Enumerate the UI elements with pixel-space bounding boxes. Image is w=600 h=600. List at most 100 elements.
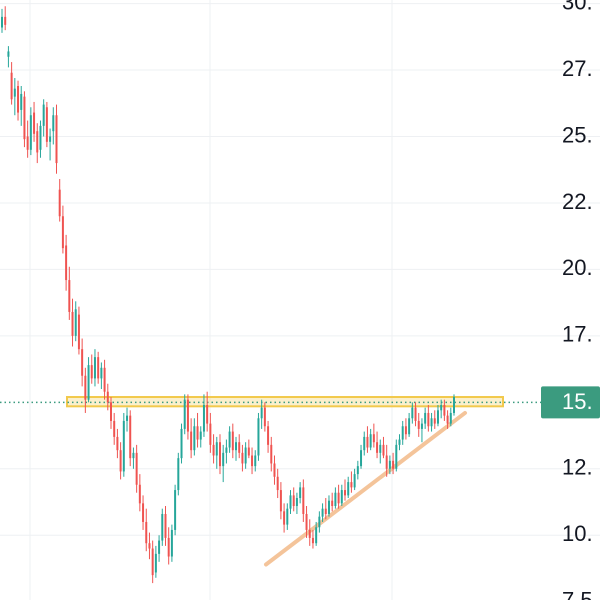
- y-tick-label: 12.: [562, 455, 593, 480]
- candle-body: [228, 431, 231, 448]
- candle-body: [283, 511, 286, 525]
- candle-body: [347, 482, 350, 496]
- candle-body: [7, 51, 10, 57]
- support-trendline: [264, 410, 467, 567]
- candle-body: [369, 434, 372, 448]
- candle-body: [372, 434, 375, 443]
- candle-body: [218, 442, 221, 467]
- candle-body: [177, 458, 180, 491]
- candle-body: [238, 442, 241, 453]
- candle-body: [260, 407, 263, 419]
- last-price-label: 15.: [562, 389, 593, 414]
- candle-body: [65, 245, 68, 281]
- candle-body: [39, 125, 42, 150]
- candle-body: [440, 404, 443, 411]
- candle-body: [100, 367, 103, 379]
- candle-body: [106, 391, 109, 403]
- candle-body: [126, 415, 129, 421]
- candle-body: [382, 444, 385, 456]
- y-tick-label: 20.: [562, 255, 593, 280]
- candle-body: [295, 498, 298, 507]
- candle-body: [436, 410, 439, 424]
- candle-body: [20, 93, 23, 110]
- candle-body: [302, 487, 305, 514]
- candle-body: [401, 426, 404, 440]
- candle-body: [299, 487, 302, 499]
- candle-body: [443, 404, 446, 416]
- candle-body: [212, 444, 215, 456]
- candle-body: [61, 216, 64, 249]
- candle-body: [206, 404, 209, 424]
- y-tick-label: 10.: [562, 521, 593, 546]
- candle-body: [119, 450, 122, 472]
- y-tick-label: 25.: [562, 122, 593, 147]
- candle-body: [90, 365, 93, 379]
- candle-body: [161, 513, 164, 541]
- candle-body: [334, 492, 337, 507]
- candle-body: [241, 452, 244, 464]
- candle-body: [154, 553, 157, 573]
- candle-body: [340, 490, 343, 504]
- candle-body: [305, 513, 308, 530]
- annotations: [0, 396, 541, 567]
- candle-body: [453, 397, 455, 413]
- candle-body: [186, 399, 189, 432]
- y-tick-label: 7.5: [562, 588, 593, 600]
- candle-body: [142, 503, 145, 522]
- candle-body: [286, 508, 289, 525]
- candle-body: [129, 415, 132, 459]
- y-axis: 30. 27. 25. 22. 20. 17. 12. 10. 7.5 15.: [541, 0, 600, 600]
- candle-body: [324, 508, 327, 514]
- candle-body: [103, 367, 106, 392]
- candle-body: [267, 426, 270, 445]
- candle-body: [36, 131, 39, 153]
- candle-body: [116, 436, 119, 451]
- candle-body: [84, 375, 87, 400]
- last-price-tag: [541, 386, 600, 419]
- candle-body: [344, 490, 347, 496]
- candle-body: [148, 543, 151, 549]
- y-tick-label: 17.: [562, 322, 593, 347]
- candle-body: [180, 428, 183, 459]
- candle-body: [446, 415, 449, 424]
- candle-body: [398, 439, 401, 445]
- candle-body: [68, 280, 71, 312]
- candle-body: [113, 420, 116, 437]
- candle-body: [26, 136, 29, 150]
- candle-body: [360, 450, 363, 467]
- candle-body: [279, 490, 282, 512]
- candle-body: [318, 516, 321, 528]
- candle-body: [251, 455, 254, 467]
- candle-body: [331, 500, 334, 507]
- candle-body: [202, 404, 205, 432]
- candle-body: [77, 314, 80, 350]
- candles: [1, 6, 455, 584]
- candle-body: [289, 495, 292, 509]
- candle-body: [58, 189, 61, 217]
- candle-body: [244, 447, 247, 464]
- candle-body: [388, 460, 391, 469]
- candle-body: [273, 463, 276, 477]
- candle-body: [170, 529, 173, 557]
- candle-body: [132, 452, 135, 459]
- candle-body: [247, 447, 250, 456]
- candle-body: [4, 16, 7, 25]
- candle-body: [411, 407, 414, 419]
- candle-body: [292, 495, 295, 507]
- candle-body: [97, 357, 100, 379]
- candle-body: [356, 466, 359, 475]
- candle-body: [321, 508, 324, 517]
- candle-body: [81, 349, 84, 376]
- candle-body: [122, 420, 125, 472]
- candle-body: [209, 423, 212, 445]
- candle-body: [257, 418, 260, 456]
- candle-body: [427, 412, 430, 427]
- candle-body: [138, 484, 141, 504]
- candle-body: [167, 537, 170, 557]
- candle-body: [392, 460, 395, 469]
- candle-body: [327, 500, 330, 514]
- candle-body: [420, 423, 423, 429]
- candle-body: [164, 513, 167, 538]
- candle-body: [311, 537, 314, 544]
